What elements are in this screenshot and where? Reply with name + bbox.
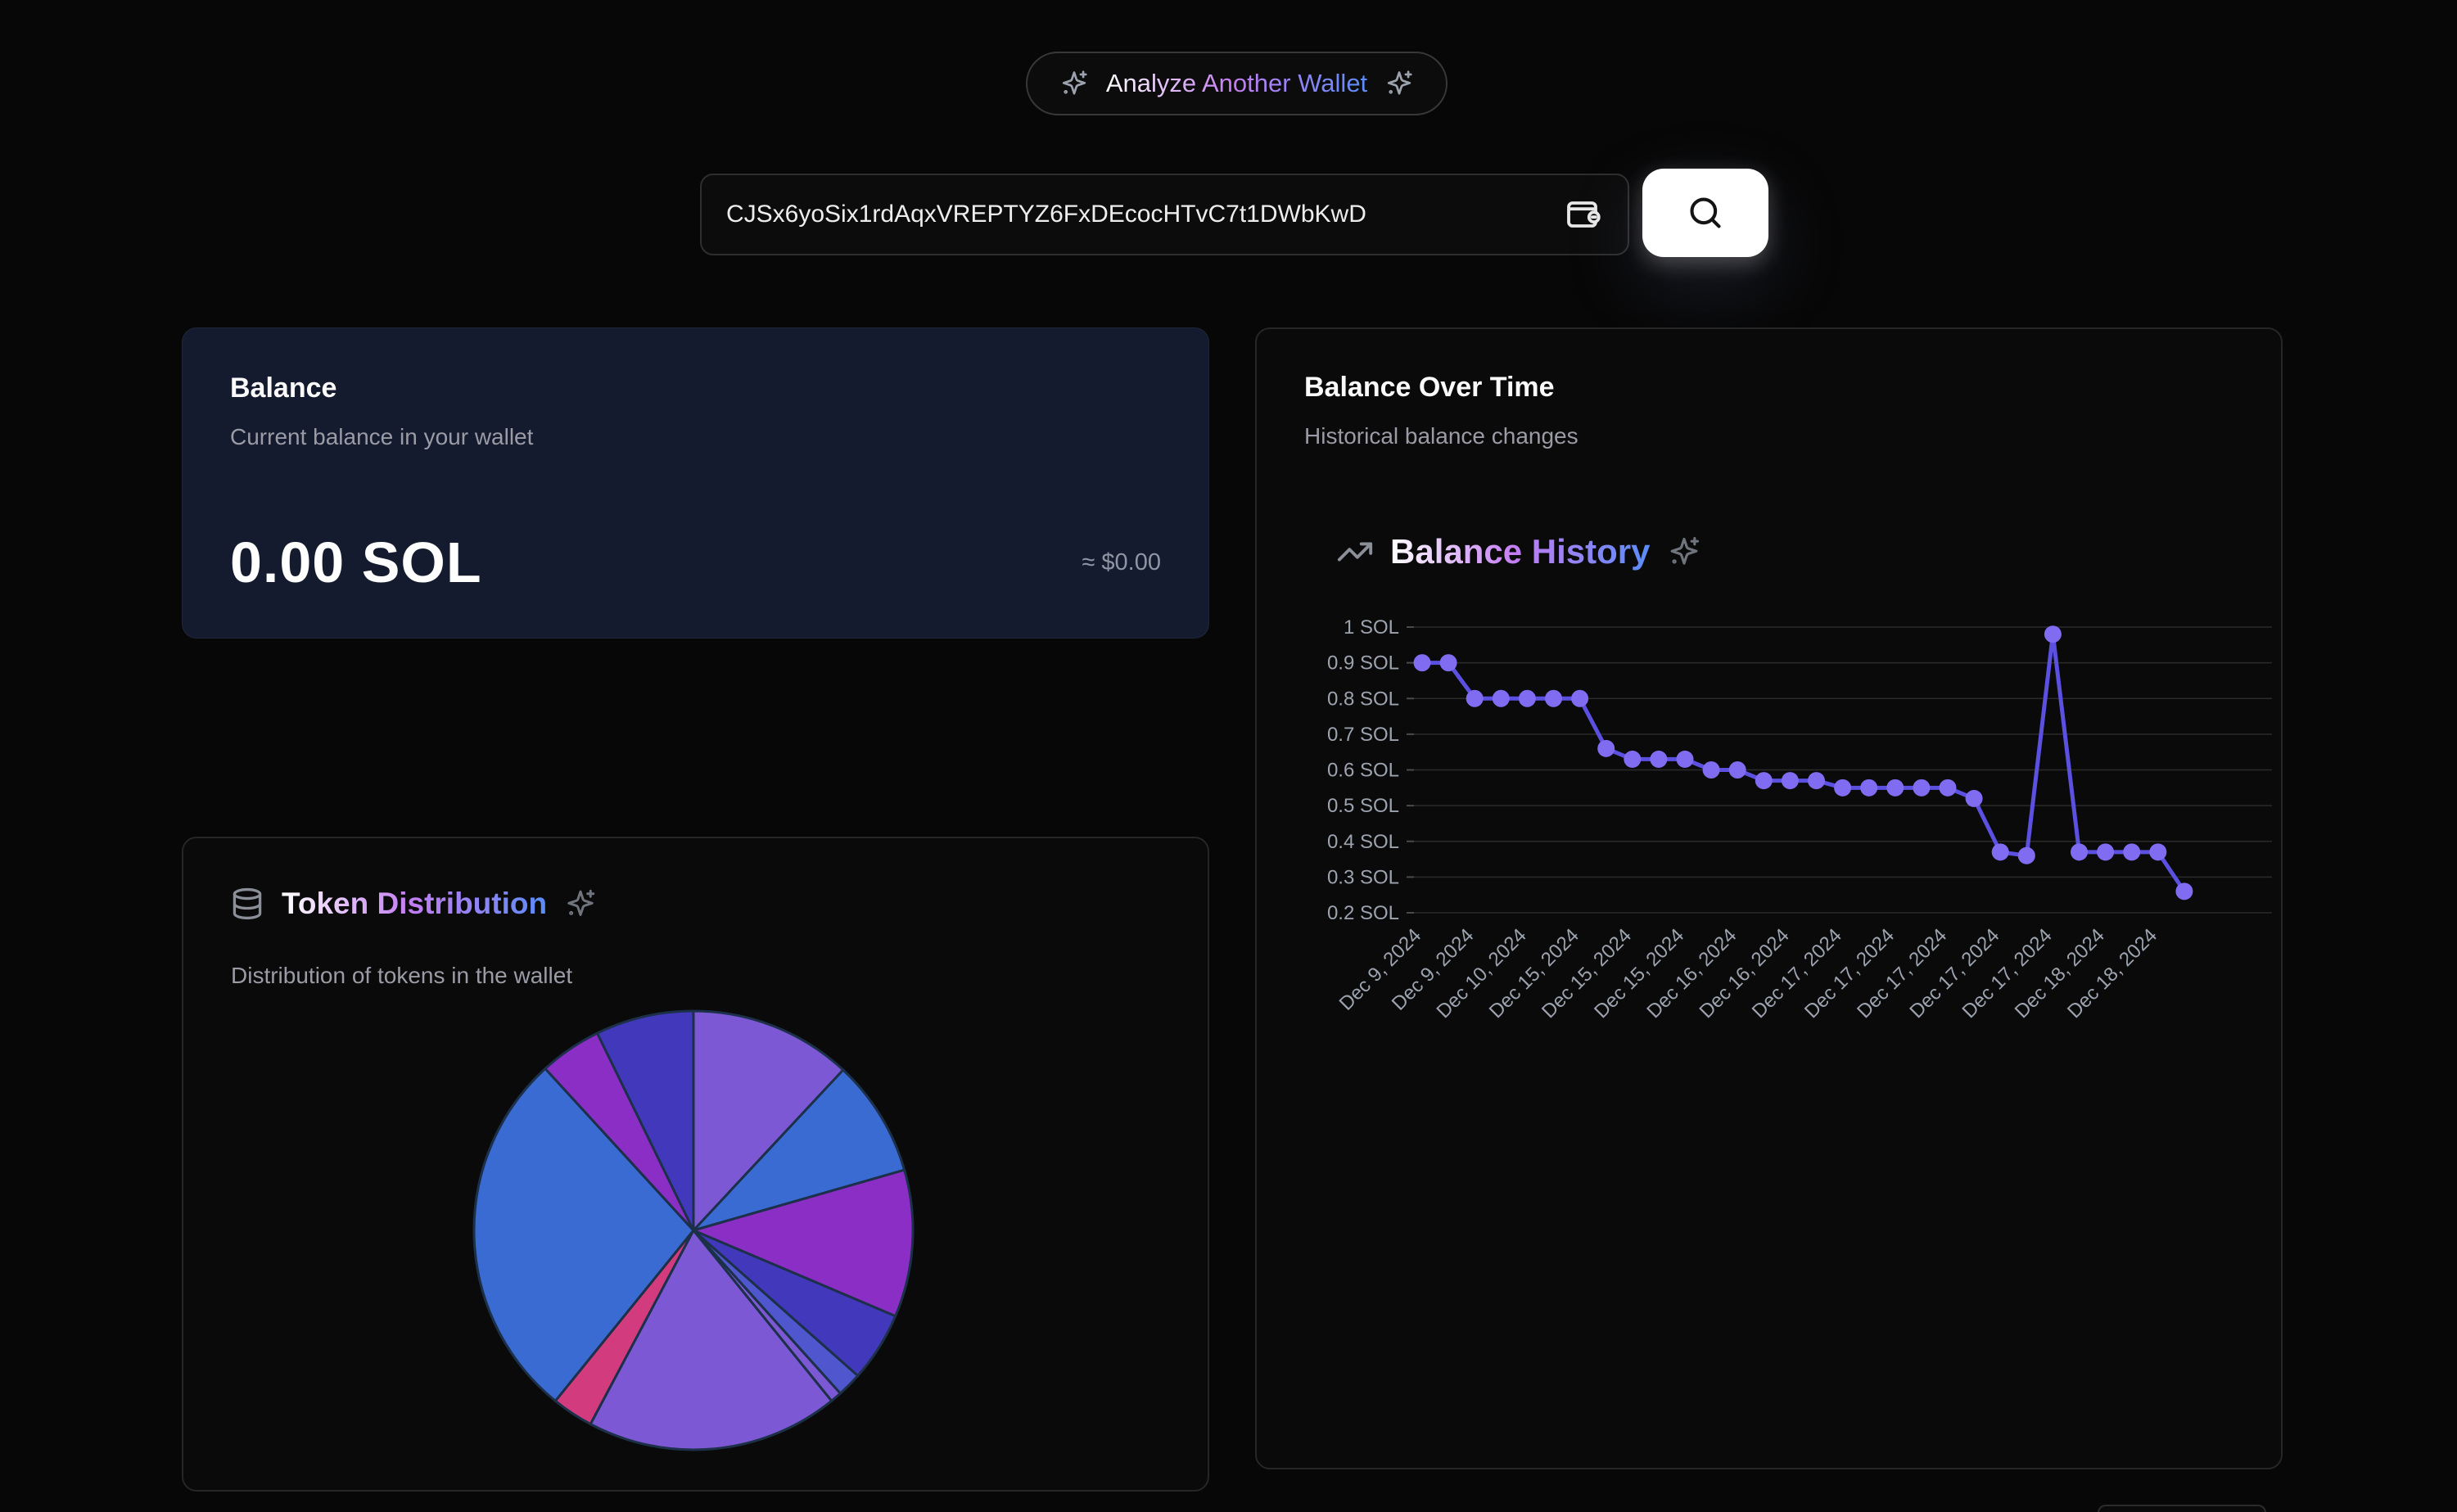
search-icon <box>1684 192 1727 234</box>
svg-text:0.5 SOL: 0.5 SOL <box>1327 795 1399 817</box>
balance-card-subtitle: Current balance in your wallet <box>230 424 534 449</box>
wallet-address-field <box>700 174 1629 255</box>
token-distribution-header: Token Distribution <box>229 886 598 922</box>
sparkles-icon <box>1059 68 1090 99</box>
balance-amount-row: 0.00 SOL ≈ $0.00 <box>230 534 1161 591</box>
svg-text:0.4 SOL: 0.4 SOL <box>1327 831 1399 853</box>
trending-up-icon <box>1336 533 1374 571</box>
svg-text:0.6 SOL: 0.6 SOL <box>1327 760 1399 782</box>
sparkles-icon <box>1384 68 1415 99</box>
partial-card-top-edge <box>2098 1505 2266 1512</box>
analyze-another-wallet-button[interactable]: Analyze Another Wallet <box>1026 52 1448 115</box>
token-card-subtitle: Distribution of tokens in the wallet <box>231 963 573 988</box>
token-distribution-card: Token Distribution Distribution of token… <box>182 837 1209 1492</box>
sparkles-icon <box>563 887 598 921</box>
token-distribution-title: Token Distribution <box>282 887 548 920</box>
balance-history-header: Balance History <box>1336 532 1702 571</box>
analyze-button-label: Analyze Another Wallet <box>1105 69 1368 97</box>
svg-text:0.2 SOL: 0.2 SOL <box>1327 902 1399 924</box>
history-card-title: Balance Over Time <box>1304 372 1555 403</box>
balance-card: Balance Current balance in your wallet 0… <box>182 327 1209 639</box>
balance-over-time-card: Balance Over Time Historical balance cha… <box>1255 327 2283 1469</box>
balance-amount: 0.00 SOL <box>230 530 482 594</box>
sparkles-icon <box>1666 534 1702 570</box>
balance-history-title: Balance History <box>1390 532 1651 571</box>
balance-usd-equivalent: ≈ $0.00 <box>1082 548 1161 575</box>
svg-text:1 SOL: 1 SOL <box>1344 616 1399 639</box>
svg-text:0.7 SOL: 0.7 SOL <box>1327 724 1399 746</box>
search-button[interactable] <box>1642 169 1768 257</box>
balance-card-title: Balance <box>230 372 337 404</box>
wallet-address-input[interactable] <box>700 174 1629 255</box>
token-distribution-pie-chart <box>472 1009 915 1451</box>
database-icon <box>229 886 265 922</box>
svg-text:0.8 SOL: 0.8 SOL <box>1327 688 1399 710</box>
wallet-icon <box>1562 195 1601 234</box>
svg-text:0.3 SOL: 0.3 SOL <box>1327 866 1399 888</box>
svg-text:0.9 SOL: 0.9 SOL <box>1327 652 1399 675</box>
balance-history-line-chart: 1 SOL 0.9 SOL 0.8 SOL 0.7 SOL 0.6 SOL 0.5 SOL… <box>1327 616 2272 1022</box>
history-card-subtitle: Historical balance changes <box>1304 423 1579 449</box>
